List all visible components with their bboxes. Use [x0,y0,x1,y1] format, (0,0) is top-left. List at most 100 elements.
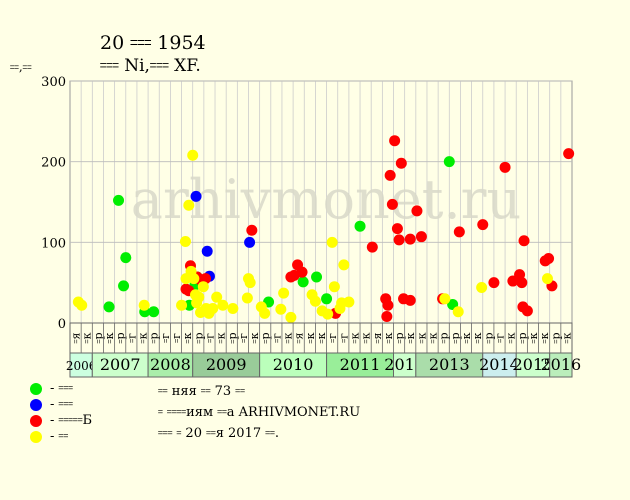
month-label: ꞊к [538,332,551,343]
data-point-blue [244,236,256,248]
data-point-red [499,161,511,173]
chart-title: 20 ꞊꞊꞊ 1954 [100,32,206,54]
data-point-blue [190,190,202,202]
plot-area [69,80,573,324]
note-line: ꞊ ꞊꞊꞊꞊иям ꞊꞊а ARHIVMONET.RU [158,405,361,420]
data-point-yellow [227,302,239,314]
data-point-green [113,194,125,206]
month-label: ꞊к [248,332,261,343]
month-label: ꞊к [404,332,417,343]
legend-dot-blue [30,399,42,411]
data-point-yellow [322,308,334,320]
month-label: ꞊к [315,332,328,343]
year-label: 2015 [513,355,554,374]
month-label: ꞊р [226,332,239,343]
data-point-yellow [217,299,229,311]
month-label: ꞊я [371,332,384,343]
year-cell [549,352,573,378]
legend-dot-green [30,383,42,395]
month-label: ꞊к [282,332,295,343]
data-point-red [389,135,401,147]
data-point-yellow [439,293,451,305]
month-label: ꞊р [393,332,406,343]
data-point-red [543,252,555,264]
y-tick-label: 0 [58,317,66,332]
y-tick-label: 300 [41,75,66,90]
data-point-yellow [343,296,355,308]
data-point-red [521,305,533,317]
data-point-yellow [241,292,253,304]
month-label: ꞊к [471,332,484,343]
legend-label: - ꞊꞊꞊ [50,397,73,412]
data-point-red [404,294,416,306]
month-label: ꞊р [92,332,105,343]
data-point-yellow [183,199,195,211]
month-label: ꞊г [159,333,172,343]
month-label: ꞊г [170,333,183,343]
data-point-yellow [278,287,290,299]
year-label: 2006 [66,359,97,373]
month-label: ꞊к [137,332,150,343]
month-label: ꞊р [192,332,205,343]
data-point-green [354,220,366,232]
data-point-red [393,234,405,246]
data-point-yellow [275,303,287,315]
data-point-green [443,156,455,168]
data-point-red [411,205,423,217]
year-label: 2009 [206,355,247,374]
month-label: ꞊р [148,332,161,343]
data-point-yellow [476,282,488,294]
note-line: ꞊꞊ няя ꞊꞊ 73 ꞊꞊ [158,384,245,399]
data-point-red [386,198,398,210]
month-label: ꞊к [382,332,395,343]
data-point-red [415,231,427,243]
chart-subtitle: ꞊꞊꞊ Ni,꞊꞊꞊ XF. [100,56,201,76]
y-tick-label: 100 [41,236,66,251]
year-label: 2014 [479,355,520,374]
data-point-red [391,223,403,235]
note-line: ꞊꞊꞊ ꞊ 20 ꞊꞊я 2017 ꞊꞊. [158,426,279,441]
legend-item-yellow: - ꞊꞊ [30,429,92,445]
month-label: ꞊р [438,332,451,343]
month-row [69,322,573,354]
year-label: 2011 [340,355,381,374]
month-label: ꞊к [103,332,116,343]
legend-dot-yellow [30,431,42,443]
data-point-yellow [452,306,464,318]
legend-item-green: - ꞊꞊꞊ [30,381,92,397]
data-point-yellow [188,273,200,285]
data-point-red [384,169,396,181]
data-point-red [404,233,416,245]
data-point-yellow [193,291,205,303]
data-point-yellow [338,259,350,271]
data-point-green [311,271,323,283]
data-point-green [120,252,132,264]
year-label: 2016 [540,355,581,374]
legend-label: - ꞊꞊꞊꞊꞊Б [50,413,93,428]
legend-item-blue: - ꞊꞊꞊ [30,397,92,413]
data-point-yellow [541,273,553,285]
year-cell [326,352,395,378]
month-label: ꞊к [415,332,428,343]
month-label: ꞊р [482,332,495,343]
year-cell [415,352,484,378]
month-label: ꞊к [360,332,373,343]
year-label: 2010 [273,355,314,374]
data-point-red [453,226,465,238]
month-label: ꞊р [449,332,462,343]
data-point-yellow [176,299,188,311]
data-point-red [381,311,393,323]
month-label: ꞊г [237,333,250,343]
month-label: ꞊г [337,333,350,343]
data-point-yellow [328,281,340,293]
month-label: ꞊р [114,332,127,343]
year-label: 2007 [100,355,141,374]
data-point-blue [201,245,213,257]
year-label: 2013 [429,355,470,374]
data-point-green [118,280,130,292]
month-label: ꞊г [203,333,216,343]
data-point-red [382,299,394,311]
data-point-yellow [138,299,150,311]
data-point-yellow [76,299,88,311]
data-point-green [148,306,160,318]
